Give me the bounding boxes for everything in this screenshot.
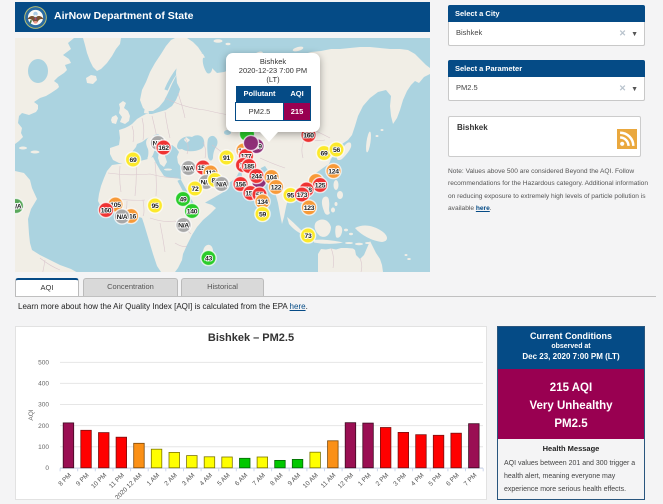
svg-text:104: 104 — [266, 174, 277, 181]
svg-text:177: 177 — [241, 153, 252, 160]
svg-text:400: 400 — [38, 381, 49, 388]
svg-text:Bishkek – PM2.5: Bishkek – PM2.5 — [208, 332, 294, 344]
svg-text:185: 185 — [244, 163, 255, 170]
svg-text:244: 244 — [251, 173, 262, 180]
svg-text:155: 155 — [245, 190, 256, 197]
svg-text:N/A: N/A — [178, 222, 189, 229]
svg-text:105: 105 — [110, 202, 121, 209]
svg-text:69: 69 — [321, 150, 328, 157]
svg-text:N/A: N/A — [117, 214, 128, 221]
svg-text:56: 56 — [333, 147, 340, 154]
svg-text:500: 500 — [38, 360, 49, 367]
svg-text:95: 95 — [152, 203, 159, 210]
svg-text:124: 124 — [328, 168, 339, 175]
svg-text:0: 0 — [45, 465, 49, 472]
svg-text:N/A: N/A — [216, 181, 227, 188]
svg-text:N/A: N/A — [15, 203, 22, 210]
svg-text:200: 200 — [38, 423, 49, 430]
svg-text:134: 134 — [257, 199, 268, 206]
svg-text:123: 123 — [304, 205, 315, 212]
svg-text:125: 125 — [315, 182, 326, 189]
svg-text:N/A: N/A — [183, 165, 194, 172]
svg-text:140: 140 — [187, 208, 198, 215]
svg-text:160: 160 — [101, 207, 112, 214]
svg-text:59: 59 — [259, 211, 266, 218]
svg-text:160: 160 — [303, 132, 314, 139]
svg-text:300: 300 — [38, 402, 49, 409]
svg-text:72: 72 — [192, 186, 199, 193]
svg-text:43: 43 — [205, 255, 212, 262]
svg-text:116: 116 — [126, 213, 137, 220]
svg-text:95: 95 — [287, 192, 294, 199]
svg-text:69: 69 — [130, 157, 137, 164]
svg-text:AQI: AQI — [28, 409, 35, 420]
svg-text:73: 73 — [305, 233, 312, 240]
svg-text:91: 91 — [223, 155, 230, 162]
svg-text:N/A: N/A — [201, 179, 212, 186]
svg-text:49: 49 — [180, 196, 187, 203]
svg-text:122: 122 — [271, 184, 282, 191]
svg-text:162: 162 — [158, 145, 169, 152]
svg-text:156: 156 — [235, 181, 246, 188]
svg-text:173: 173 — [297, 192, 308, 199]
svg-text:100: 100 — [38, 444, 49, 451]
